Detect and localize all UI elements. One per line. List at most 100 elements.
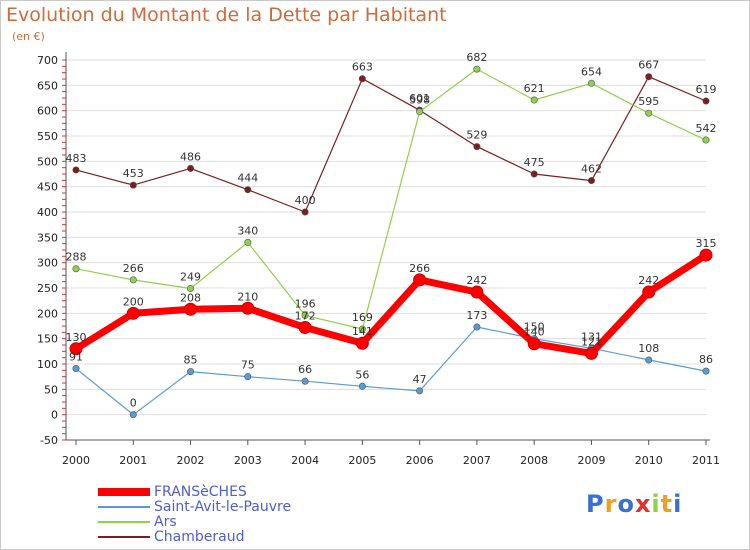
- data-label: 654: [581, 65, 602, 78]
- data-point: [129, 411, 137, 419]
- data-label: 542: [696, 122, 717, 135]
- data-label: 91: [69, 351, 83, 364]
- data-point: [355, 336, 369, 350]
- data-label: 242: [466, 274, 487, 287]
- data-label: 66: [298, 363, 312, 376]
- series-line-1: [75, 326, 707, 416]
- data-label: 663: [352, 61, 373, 74]
- data-label: 249: [180, 271, 201, 284]
- data-point: [244, 186, 252, 194]
- data-point: [129, 276, 137, 284]
- chart-title: Evolution du Montant de la Dette par Hab…: [6, 4, 447, 26]
- x-tick-label: 2000: [62, 454, 90, 467]
- data-label: 475: [524, 156, 545, 169]
- data-label: 682: [466, 51, 487, 64]
- data-point: [72, 166, 80, 174]
- y-tick-label: 100: [37, 358, 58, 371]
- x-tick-label: 2007: [463, 454, 491, 467]
- data-label: 453: [123, 167, 144, 180]
- data-point: [530, 96, 538, 104]
- logo-letter: i: [673, 490, 683, 518]
- x-tick-label: 2006: [406, 454, 434, 467]
- data-point: [301, 208, 309, 216]
- y-tick-label: 250: [37, 282, 58, 295]
- data-point: [642, 285, 656, 299]
- legend-swatch: [98, 521, 150, 523]
- y-tick-label: 50: [44, 383, 58, 396]
- data-label: 130: [66, 331, 87, 344]
- data-label: 601: [409, 92, 430, 105]
- data-point: [358, 325, 366, 333]
- data-label: 140: [524, 326, 545, 339]
- x-tick-label: 2009: [577, 454, 605, 467]
- data-point: [645, 356, 653, 364]
- logo-letter: i: [651, 490, 661, 518]
- data-label: 340: [237, 224, 258, 237]
- data-point: [358, 75, 366, 83]
- legend-label: Saint-Avit-le-Pauvre: [154, 499, 292, 515]
- legend-swatch: [98, 536, 150, 538]
- y-tick-label: 350: [37, 231, 58, 244]
- legend-label: Ars: [154, 514, 177, 530]
- data-point: [702, 367, 710, 375]
- data-point: [470, 285, 484, 299]
- x-tick-label: 2002: [177, 454, 205, 467]
- data-point: [129, 181, 137, 189]
- logo-letter: r: [604, 490, 618, 518]
- logo-letter: o: [617, 490, 635, 518]
- data-point: [587, 177, 595, 185]
- data-label: 108: [638, 342, 659, 355]
- data-point: [244, 238, 252, 246]
- legend-item: Ars: [98, 515, 398, 530]
- data-label: 598: [409, 94, 430, 107]
- data-point: [187, 368, 195, 376]
- data-point: [72, 365, 80, 373]
- legend-item: Saint-Avit-le-Pauvre: [98, 500, 398, 515]
- x-tick-label: 2005: [348, 454, 376, 467]
- y-tick-label: 200: [37, 307, 58, 320]
- data-point: [702, 136, 710, 144]
- data-point: [184, 302, 198, 316]
- logo-letter: t: [660, 490, 674, 518]
- data-point: [645, 109, 653, 117]
- data-point: [702, 97, 710, 105]
- data-label: 667: [638, 59, 659, 72]
- y-tick-label: 0: [51, 409, 58, 422]
- y-tick-label: 400: [37, 206, 58, 219]
- data-point: [126, 306, 140, 320]
- data-label: 141: [352, 325, 373, 338]
- x-tick-label: 2010: [635, 454, 663, 467]
- data-point: [298, 321, 312, 335]
- legend-label: FRANSèCHES: [154, 484, 247, 500]
- data-point: [416, 387, 424, 395]
- data-label: 86: [699, 353, 713, 366]
- data-label: 169: [352, 311, 373, 324]
- y-tick-label: 550: [37, 130, 58, 143]
- data-label: 266: [123, 262, 144, 275]
- data-point: [241, 301, 255, 315]
- data-point: [244, 373, 252, 381]
- data-label: 208: [180, 291, 201, 304]
- data-label-layer: 130 200 208 210 172 141 266 242 140 121 242 315 91 0 8…: [66, 51, 717, 410]
- legend: FRANSèCHES Saint-Avit-le-Pauvre Ars Chamber…: [98, 485, 398, 545]
- y-tick-label: -50: [40, 434, 58, 447]
- data-point: [699, 248, 713, 262]
- data-point: [413, 273, 427, 287]
- legend-item: Chamberaud: [98, 530, 398, 545]
- data-label: 210: [237, 290, 258, 303]
- y-tick-label: 150: [37, 333, 58, 346]
- logo-letter: x: [634, 490, 652, 518]
- y-tick-label: 700: [37, 54, 58, 67]
- x-tick-label: 2003: [234, 454, 262, 467]
- data-label: 621: [524, 82, 545, 95]
- data-point: [584, 346, 598, 360]
- data-point: [645, 73, 653, 81]
- data-label: 619: [696, 83, 717, 96]
- series-layer: [69, 65, 713, 419]
- proxiti-logo: Proxiti: [586, 490, 682, 518]
- data-label: 75: [241, 359, 255, 372]
- data-label: 444: [237, 172, 258, 185]
- data-label: 595: [638, 95, 659, 108]
- data-point: [527, 337, 541, 351]
